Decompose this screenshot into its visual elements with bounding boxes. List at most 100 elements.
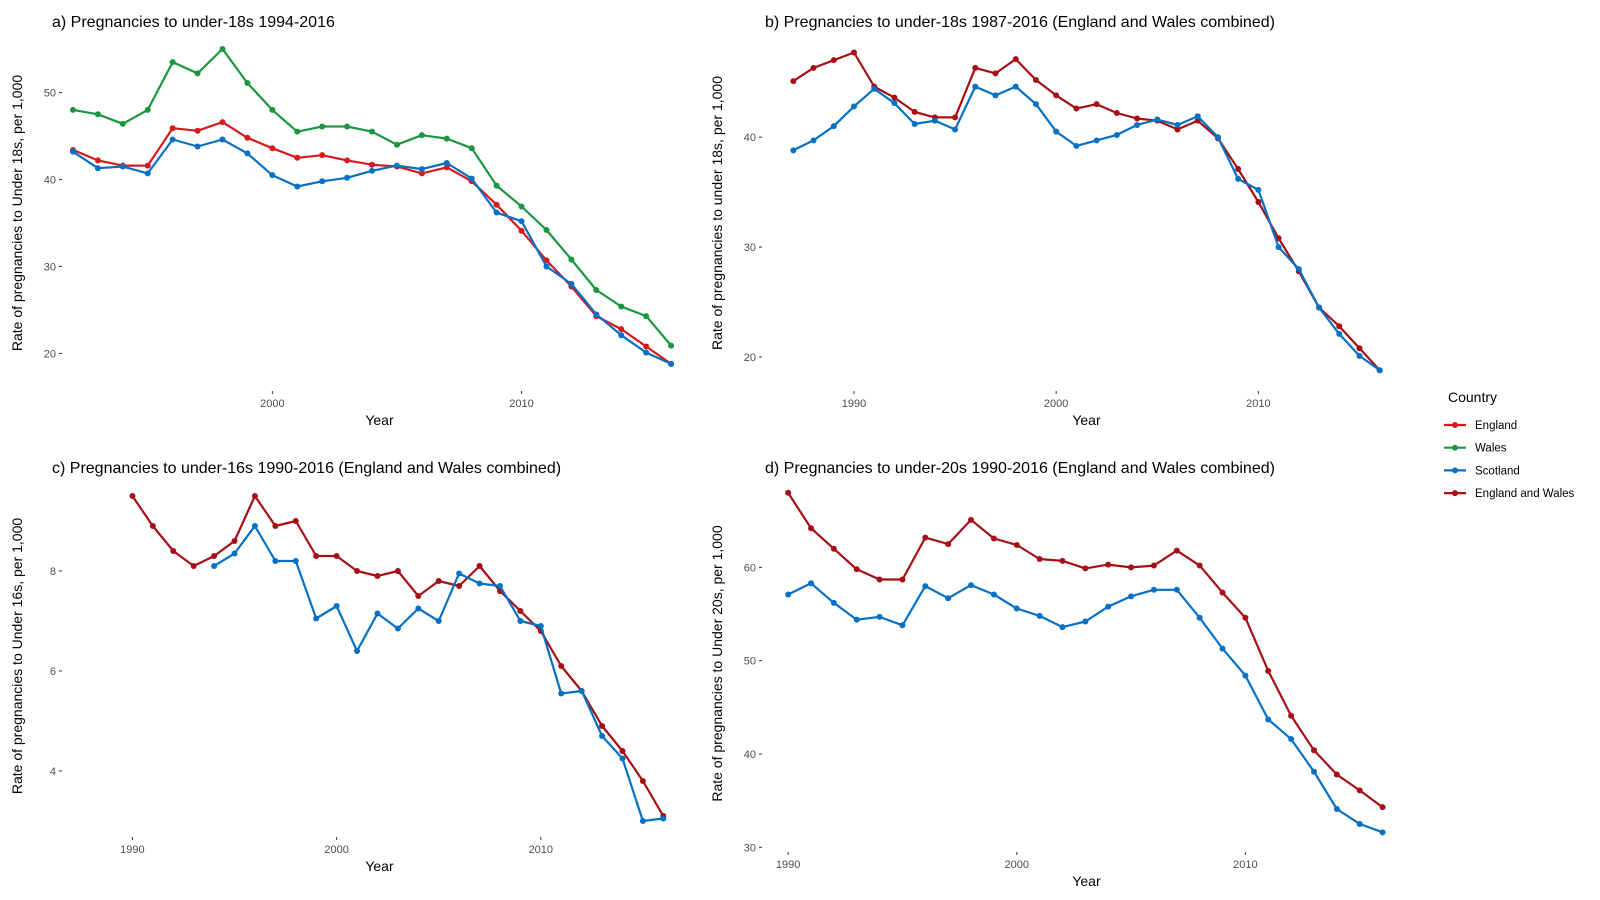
panel-c: c) Pregnancies to under-16s 1990-2016 (E… [9,460,667,874]
data-point [1154,116,1161,123]
series-line [213,524,664,823]
data-point [618,326,625,333]
legend-label: England [1475,420,1517,432]
data-point [871,85,878,92]
y-tick-label: 50 [744,656,756,668]
legend-swatch-point [1452,422,1458,428]
data-point [1242,672,1249,679]
data-point [643,313,650,320]
series-england-and-wales [785,489,1386,811]
data-point [790,147,797,154]
data-point [1288,736,1295,743]
y-axis-title: Rate of pregnancies to under 18s, per 1,… [709,76,725,350]
data-point [558,663,565,669]
data-point [69,106,76,113]
data-point [251,493,258,499]
data-point [830,123,837,130]
data-point [850,103,857,110]
data-point [618,332,625,339]
data-point [1336,323,1343,330]
data-point [1134,122,1141,129]
data-point [599,733,606,739]
y-tick-label: 6 [50,666,56,678]
data-point [190,563,197,569]
data-point [294,183,301,190]
data-point [319,123,326,130]
data-point [810,137,817,144]
data-point [1059,624,1066,631]
data-point [294,128,301,135]
data-point [344,123,351,130]
data-point [354,568,361,574]
series-scotland [211,523,667,824]
data-point [808,580,815,587]
data-point [393,162,400,169]
data-point [211,553,218,559]
series-wales [69,46,675,349]
data-point [1376,367,1383,374]
data-point [1012,83,1019,90]
data-point [272,558,279,564]
series-england-and-wales [790,49,1383,374]
data-point [374,610,381,617]
data-point [891,94,898,101]
data-point [1053,128,1060,135]
data-point [1082,565,1089,572]
data-point [1150,562,1157,569]
data-point [853,566,860,573]
data-point [911,120,918,127]
panel-title: a) Pregnancies to under-18s 1994-2016 [52,14,335,31]
x-tick-label: 2000 [1044,398,1068,410]
series-line [792,85,1381,372]
data-point [194,70,201,77]
data-point [170,548,177,554]
data-point [1196,562,1203,569]
x-tick-label: 2000 [1005,859,1029,871]
data-point [922,534,929,541]
legend-swatch-point [1452,490,1458,497]
data-point [435,618,442,624]
x-tick-label: 1990 [120,844,144,856]
y-tick-label: 20 [744,352,756,364]
data-point [1265,667,1272,674]
data-point [972,64,979,71]
data-point [244,134,251,141]
data-point [456,570,463,577]
legend-swatch-point [1452,467,1458,474]
data-point [211,563,218,569]
data-point [292,518,299,524]
data-point [990,535,997,542]
x-axis-title: Year [365,858,394,874]
data-point [496,583,503,589]
data-point [1255,186,1262,193]
data-point [945,541,952,548]
data-point [1356,352,1363,359]
data-point [1036,612,1043,619]
series-scotland [790,83,1383,374]
data-point [931,117,938,124]
data-point [1235,175,1242,182]
data-point [899,576,906,583]
data-point [443,159,450,166]
data-point [69,148,76,155]
data-point [1073,142,1080,149]
data-point [476,580,483,587]
data-point [1310,747,1317,754]
data-point [219,119,226,126]
data-point [144,170,151,177]
data-point [1173,547,1180,554]
data-point [219,46,226,53]
data-point [1295,266,1302,273]
data-point [94,111,101,118]
data-point [1316,304,1323,311]
data-point [1013,605,1020,612]
data-point [899,622,906,629]
data-point [1194,113,1201,120]
data-point [294,154,301,161]
legend-item-england-and-wales: England and Wales [1444,488,1575,500]
data-point [374,573,381,579]
data-point [149,523,156,529]
data-point [537,623,544,629]
data-point [94,165,101,172]
data-point [415,593,422,599]
